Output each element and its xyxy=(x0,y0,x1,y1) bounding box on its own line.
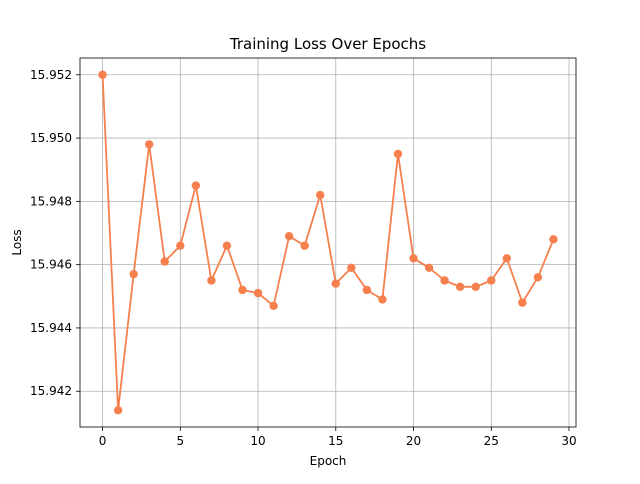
series-line xyxy=(101,74,555,412)
data-point xyxy=(98,70,107,79)
data-point xyxy=(191,181,201,190)
data-point xyxy=(113,406,123,415)
x-tick-label: 25 xyxy=(484,434,499,448)
x-axis-label: Epoch xyxy=(310,454,347,468)
data-point xyxy=(129,269,138,279)
data-point xyxy=(487,276,496,285)
data-point xyxy=(300,241,309,250)
data-point xyxy=(316,190,325,200)
x-axis-ticks: 0 5 10 15 20 25 30 xyxy=(99,427,577,448)
x-tick-label: 0 xyxy=(99,434,107,448)
y-tick-label: 15.942 xyxy=(30,384,72,398)
data-point xyxy=(207,276,216,285)
data-point xyxy=(269,301,278,310)
y-tick-label: 15.950 xyxy=(30,131,72,145)
data-point xyxy=(160,257,169,266)
data-point xyxy=(253,288,263,298)
y-axis-ticks: 15.942 15.944 15.946 15.948 15.950 15.952 xyxy=(30,68,80,398)
data-point xyxy=(471,282,480,292)
data-point xyxy=(362,285,372,295)
series-line-group xyxy=(101,74,555,412)
data-point xyxy=(284,231,294,241)
data-point xyxy=(331,279,340,288)
y-axis-label: Loss xyxy=(10,229,24,255)
y-tick-label: 15.948 xyxy=(30,194,72,208)
data-point xyxy=(455,282,465,292)
data-points xyxy=(98,70,558,415)
x-tick-label: 10 xyxy=(250,434,265,448)
plot-area-frame xyxy=(79,57,577,428)
data-point xyxy=(409,254,418,263)
x-tick-label: 20 xyxy=(406,434,421,448)
data-point xyxy=(549,235,558,244)
data-point xyxy=(533,273,543,282)
grid xyxy=(80,58,576,427)
x-tick-label: 30 xyxy=(561,434,576,448)
data-point xyxy=(502,254,512,263)
y-tick-label: 15.946 xyxy=(30,258,72,272)
data-point xyxy=(378,295,387,304)
x-tick-label: 5 xyxy=(176,434,184,448)
data-point xyxy=(440,276,449,285)
y-tick-label: 15.952 xyxy=(30,68,72,82)
data-point xyxy=(222,241,232,250)
data-point xyxy=(347,263,356,273)
y-tick-label: 15.944 xyxy=(30,321,72,335)
data-point xyxy=(424,263,434,273)
x-tick-label: 15 xyxy=(328,434,343,448)
data-point xyxy=(393,149,403,159)
data-point xyxy=(176,241,185,250)
data-point xyxy=(144,140,154,149)
data-point xyxy=(238,285,247,295)
chart-title: Training Loss Over Epochs xyxy=(229,35,426,53)
data-point xyxy=(518,298,527,307)
